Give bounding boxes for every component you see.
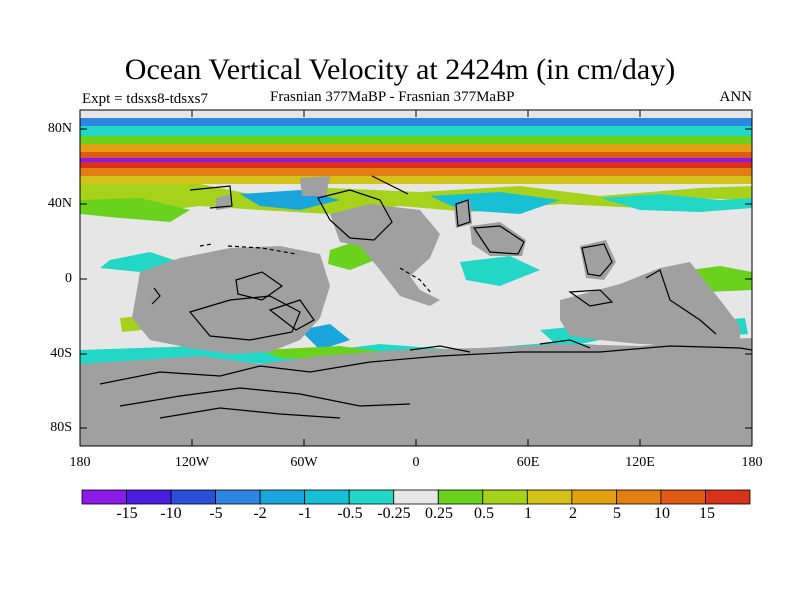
colorbar-label: 10 <box>654 505 670 522</box>
colorbar-label: -10 <box>160 505 182 522</box>
colorbar-label: -0.25 <box>377 505 411 522</box>
colorbar-label: -2 <box>253 505 267 522</box>
colorbar-label: -0.5 <box>337 505 363 522</box>
colorbar-swatch <box>660 489 706 505</box>
lon-label-180-west: 180 <box>69 455 91 470</box>
colorbar-label: 2 <box>569 505 577 522</box>
colorbar-label: -15 <box>116 505 138 522</box>
colorbar-swatch <box>705 489 751 505</box>
lat-ticks <box>80 128 752 429</box>
experiment-label: Expt = tdsxs8-tdsxs7 <box>82 91 208 107</box>
season-label: ANN <box>719 89 753 105</box>
colorbar-swatch <box>393 489 439 505</box>
coastlines <box>99 175 752 419</box>
colorbar-swatch <box>571 489 617 505</box>
lon-label-60e: 60E <box>516 455 540 470</box>
map-field <box>80 110 752 446</box>
colorbar-label: 1 <box>524 505 532 522</box>
lon-label-180-east: 180 <box>741 455 763 470</box>
colorbar-label: 0.5 <box>474 505 494 522</box>
lat-label-0: 0 <box>65 271 72 286</box>
colorbar-swatch <box>170 489 217 505</box>
colorbar-swatch <box>215 489 261 505</box>
lat-label-80n: 80N <box>47 121 72 136</box>
colorbar <box>81 489 751 505</box>
eastern-continent <box>560 262 740 346</box>
colorbar-label: -5 <box>209 505 223 522</box>
lon-label-120e: 120E <box>625 455 655 470</box>
colorbar-swatch <box>482 489 528 505</box>
colorbar-label: 5 <box>613 505 621 522</box>
map-title: Ocean Vertical Velocity at 2424m (in cm/… <box>124 53 676 86</box>
central-continent <box>330 204 440 306</box>
equatorial-island <box>470 222 526 256</box>
colorbar-swatch <box>304 489 350 505</box>
lat-label-40n: 40N <box>47 196 72 211</box>
lon-label-120w: 120W <box>174 455 210 470</box>
lon-label-0: 0 <box>412 455 420 470</box>
lat-label-40s: 40S <box>50 346 72 361</box>
colorbar-label: 15 <box>699 505 715 522</box>
colorbar-swatch <box>126 489 172 505</box>
colorbar-swatch <box>348 489 395 505</box>
period-label: Frasnian 377MaBP - Frasnian 377MaBP <box>270 89 515 105</box>
northern-island <box>300 176 330 196</box>
colorbar-swatch <box>81 489 127 505</box>
lon-ticks <box>79 110 753 446</box>
colorbar-swatch <box>616 489 662 505</box>
colorbar-swatch <box>526 489 573 505</box>
southern-landmass <box>80 338 752 446</box>
lat-label-80s: 80S <box>50 420 72 435</box>
colorbar-label: 0.25 <box>425 505 453 522</box>
lon-label-60w: 60W <box>290 455 318 470</box>
colorbar-swatch <box>437 489 484 505</box>
colorbar-label: -1 <box>298 505 312 522</box>
colorbar-swatch <box>259 489 306 505</box>
